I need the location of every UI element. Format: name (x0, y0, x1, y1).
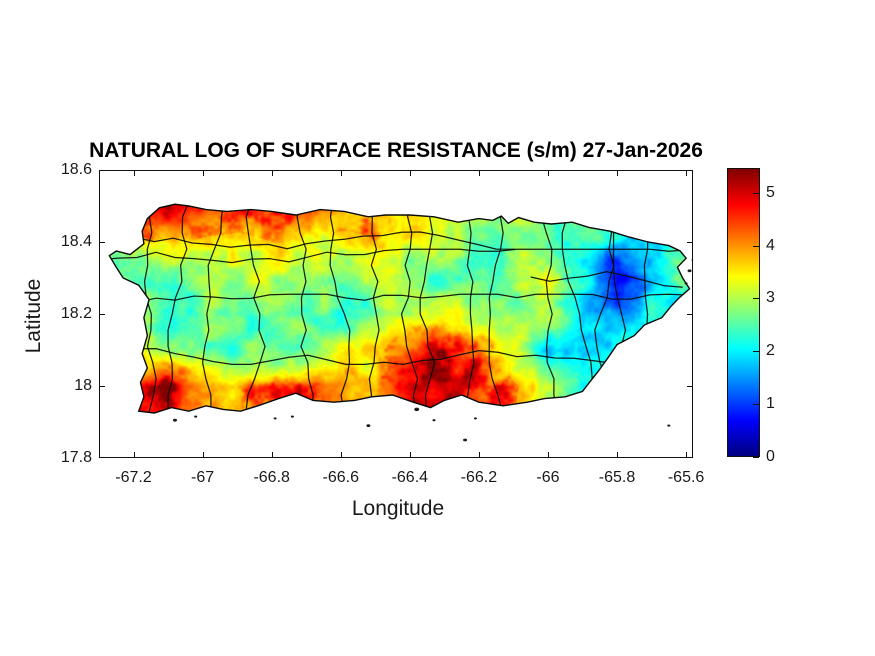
heatmap-canvas (99, 170, 693, 458)
colorbar-tick (753, 404, 759, 405)
y-tick-label: 18.2 (60, 305, 92, 322)
x-tick-label: -67 (191, 469, 215, 486)
colorbar-tick (753, 298, 759, 299)
y-tick-label: 18 (74, 377, 92, 394)
plot-title: NATURAL LOG OF SURFACE RESISTANCE (s/m) … (89, 139, 703, 162)
y-tick-label: 17.8 (60, 449, 92, 466)
plot-area (99, 170, 693, 458)
colorbar-tick-label: 2 (766, 342, 775, 360)
colorbar-tick (753, 246, 759, 247)
colorbar-tick (753, 193, 759, 194)
x-tick-label: -66.8 (253, 469, 290, 486)
x-tick-label: -65.8 (598, 469, 636, 486)
x-tick-label: -66 (536, 469, 560, 486)
x-axis-label: Longitude (351, 497, 445, 520)
colorbar-tick-label: 1 (766, 395, 775, 413)
colorbar-tick-label: 5 (766, 183, 775, 201)
colorbar (727, 168, 760, 457)
y-tick-label: 18.6 (60, 161, 92, 178)
x-tick-label: -66.2 (460, 469, 498, 486)
colorbar-tick (753, 351, 759, 352)
x-tick-label: -66.6 (322, 469, 359, 486)
colorbar-tick-label: 4 (766, 236, 775, 254)
colorbar-gradient (728, 169, 759, 456)
y-tick-label: 18.4 (60, 233, 92, 250)
x-tick-label: -67.2 (115, 469, 152, 486)
colorbar-tick-label: 3 (766, 289, 775, 307)
colorbar-tick (753, 457, 759, 458)
x-tick-label: -66.4 (391, 469, 429, 486)
x-tick-label: -65.6 (667, 469, 705, 486)
colorbar-tick-label: 0 (766, 448, 775, 465)
